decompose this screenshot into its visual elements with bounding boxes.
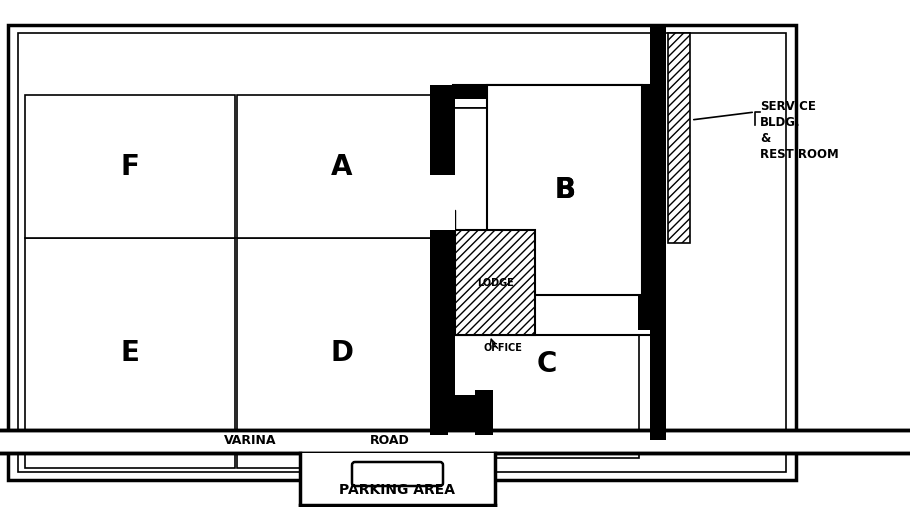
Bar bbox=[430, 85, 444, 430]
Bar bbox=[237, 95, 447, 238]
Bar bbox=[430, 175, 455, 230]
Bar bbox=[650, 25, 666, 440]
FancyBboxPatch shape bbox=[352, 462, 443, 486]
Bar bbox=[430, 390, 448, 435]
Text: ROAD: ROAD bbox=[370, 434, 410, 448]
Text: B: B bbox=[554, 176, 575, 204]
Bar bbox=[8, 25, 796, 480]
Bar bbox=[444, 99, 638, 109]
Text: E: E bbox=[120, 339, 139, 367]
Bar bbox=[444, 99, 454, 320]
Bar bbox=[487, 85, 642, 295]
Bar bbox=[455, 230, 535, 335]
Text: D: D bbox=[330, 339, 353, 367]
Text: LODGE: LODGE bbox=[477, 277, 513, 287]
Bar bbox=[487, 85, 642, 295]
Bar bbox=[454, 270, 639, 458]
Bar bbox=[453, 108, 518, 326]
Text: VARINA: VARINA bbox=[224, 434, 277, 448]
Bar bbox=[668, 33, 690, 243]
Text: F: F bbox=[120, 153, 139, 181]
Text: C: C bbox=[537, 350, 557, 378]
Bar bbox=[453, 108, 635, 173]
Bar bbox=[430, 85, 652, 99]
Bar bbox=[430, 85, 455, 230]
Text: OFFICE: OFFICE bbox=[483, 343, 522, 353]
Bar bbox=[25, 95, 235, 238]
Bar bbox=[430, 395, 493, 430]
Bar bbox=[430, 230, 455, 430]
Bar bbox=[237, 238, 447, 468]
Bar bbox=[0, 430, 910, 453]
Bar bbox=[18, 33, 786, 472]
Bar bbox=[453, 85, 653, 335]
Text: PARKING AREA: PARKING AREA bbox=[339, 483, 455, 497]
Text: A: A bbox=[331, 153, 353, 181]
Bar bbox=[638, 280, 652, 330]
Bar bbox=[638, 85, 652, 285]
Bar bbox=[25, 238, 235, 468]
Text: B: B bbox=[554, 176, 575, 204]
Bar bbox=[447, 210, 455, 230]
Bar bbox=[300, 453, 495, 507]
Bar bbox=[475, 390, 493, 435]
Text: SERVICE
BLDG.
&
REST ROOM: SERVICE BLDG. & REST ROOM bbox=[760, 99, 839, 161]
